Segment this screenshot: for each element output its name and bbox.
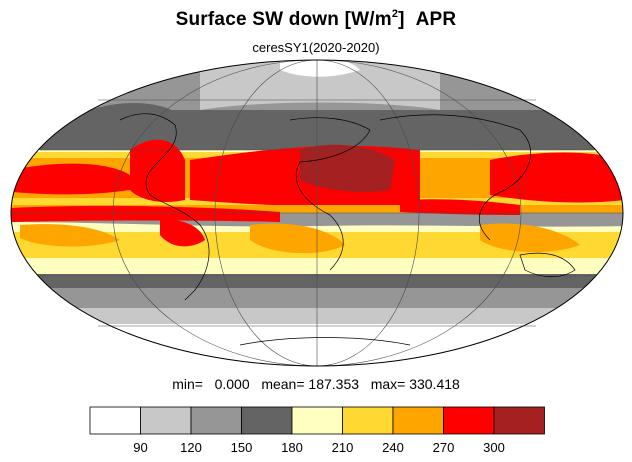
colorbar-tick-label: 180 [281, 440, 303, 455]
colorbar-tick-label: 90 [133, 440, 147, 455]
colorbar-swatch [493, 406, 545, 435]
colorbar-tick-label: 150 [231, 440, 253, 455]
colorbar-tick-label: 270 [433, 440, 455, 455]
colorbar-tick-label: 240 [382, 440, 404, 455]
colorbar-tick-label: 300 [483, 440, 505, 455]
min-value: 0.000 [214, 376, 250, 392]
title-exponent: 2 [391, 8, 399, 20]
mean-value: 187.353 [308, 376, 360, 392]
title-close: ] [398, 9, 405, 30]
colorbar-swatch [190, 406, 242, 435]
stats-line: min= 0.000 mean= 187.353 max= 330.418 [0, 376, 632, 392]
title-text: Surface SW down [W/m [175, 9, 392, 30]
colorbar-swatch [89, 406, 141, 435]
colorbar-swatch [140, 406, 192, 435]
title-month: APR [415, 9, 457, 30]
coastlines [119, 113, 576, 346]
colorbar-swatch [443, 406, 495, 435]
min-label: min= [172, 376, 203, 392]
plot-title: Surface SW down [W/m2] APR [0, 8, 632, 31]
colorbar-swatch [392, 406, 444, 435]
colorbar-tick-label: 210 [332, 440, 354, 455]
colorbar-tick-label: 120 [180, 440, 202, 455]
max-label: max= [370, 376, 406, 392]
colorbar-swatch [291, 406, 343, 435]
plot-subtitle: ceresSY1(2020-2020) [252, 40, 380, 55]
colorbar-swatch [342, 406, 394, 435]
max-value: 330.418 [409, 376, 460, 392]
mollweide-map [10, 59, 624, 367]
map-border [10, 59, 624, 367]
colorbar-swatch [241, 406, 293, 435]
graticule [11, 59, 623, 367]
mean-label: mean= [261, 376, 305, 392]
